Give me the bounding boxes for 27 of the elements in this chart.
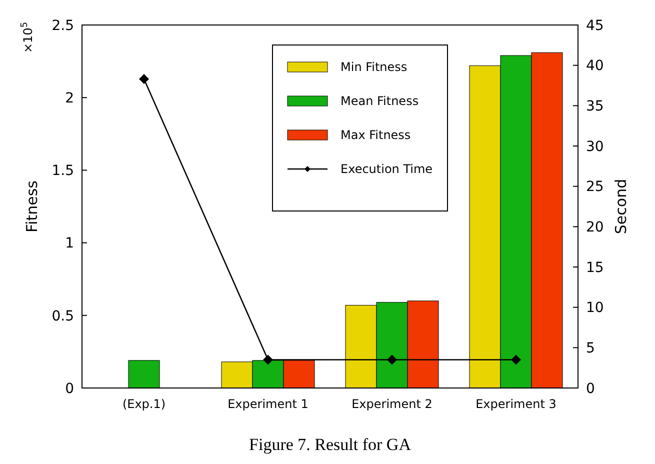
legend-label: Execution Time (340, 162, 433, 176)
y-tick-label: 0 (65, 380, 74, 397)
y2-tick-label: 30 (586, 138, 604, 155)
text: Figure 7. Result for GA (249, 435, 412, 454)
y-tick-label: 1 (65, 236, 74, 252)
x-tick-label: Experiment 1 (228, 397, 308, 411)
y2-tick-label: 0 (586, 380, 595, 397)
y2-tick-label: 25 (586, 179, 604, 196)
y-tick-label: 1.5 (52, 163, 74, 180)
y-tick-label: 2.5 (52, 18, 74, 34)
legend-label: Min Fitness (340, 60, 408, 74)
y-tick-label: 0.5 (52, 308, 74, 324)
x-tick-label: (Exp.1) (122, 397, 166, 411)
y2-tick-label: 15 (586, 260, 604, 276)
y2-tick-label: 35 (586, 98, 604, 115)
y2-tick-label: 20 (586, 220, 604, 236)
x-tick-label: Experiment 2 (352, 397, 432, 411)
y2-tick-label: 40 (586, 58, 604, 74)
y2-tick-label: 10 (586, 300, 604, 316)
y2-axis-title: Second (612, 178, 630, 234)
y-tick-label: 2 (65, 90, 74, 106)
x-tick-label: Experiment 3 (476, 397, 556, 411)
y2-tick-label: 5 (586, 340, 595, 357)
y2-tick-label: 45 (586, 18, 604, 34)
legend-label: Max Fitness (340, 128, 411, 142)
y-axis-title: Fitness (23, 180, 41, 232)
legend-label: Mean Fitness (340, 94, 419, 108)
